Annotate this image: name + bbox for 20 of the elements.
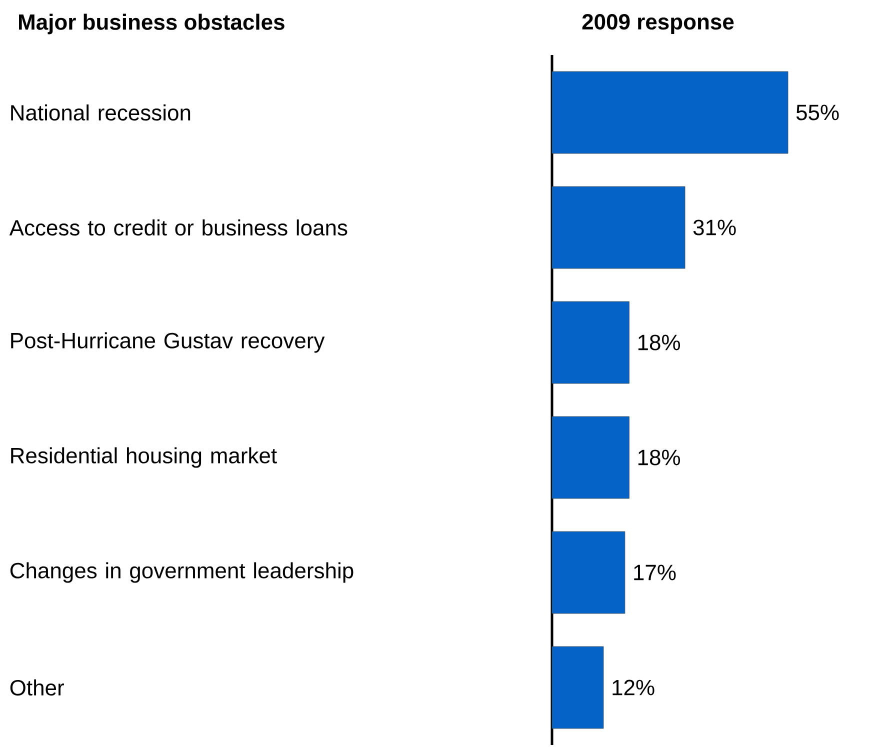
y-tick-label: Changes in government leadership [10, 562, 354, 583]
bar [552, 531, 626, 614]
bar [552, 301, 630, 384]
y-tick-label: Access to credit or business loans [9, 219, 348, 236]
bar [552, 71, 788, 154]
bar [552, 416, 630, 499]
bar [552, 186, 686, 269]
data-label: 17% [634, 564, 676, 580]
y-tick-label: Other [10, 679, 64, 696]
y-tick-label: Residential housing market [11, 447, 277, 468]
y-tick-label: National recession [11, 104, 190, 121]
y-axis-title: Major business obstacles [19, 14, 284, 34]
data-label: 18% [638, 450, 680, 466]
data-label: 12% [612, 680, 654, 696]
data-label: 31% [693, 220, 736, 236]
data-label: 55% [796, 104, 839, 120]
chart-title: 2009 response [582, 14, 734, 34]
data-label: 18% [638, 334, 680, 350]
bar [552, 646, 604, 729]
y-tick-label: Post-Hurricane Gustav recovery [11, 332, 325, 353]
